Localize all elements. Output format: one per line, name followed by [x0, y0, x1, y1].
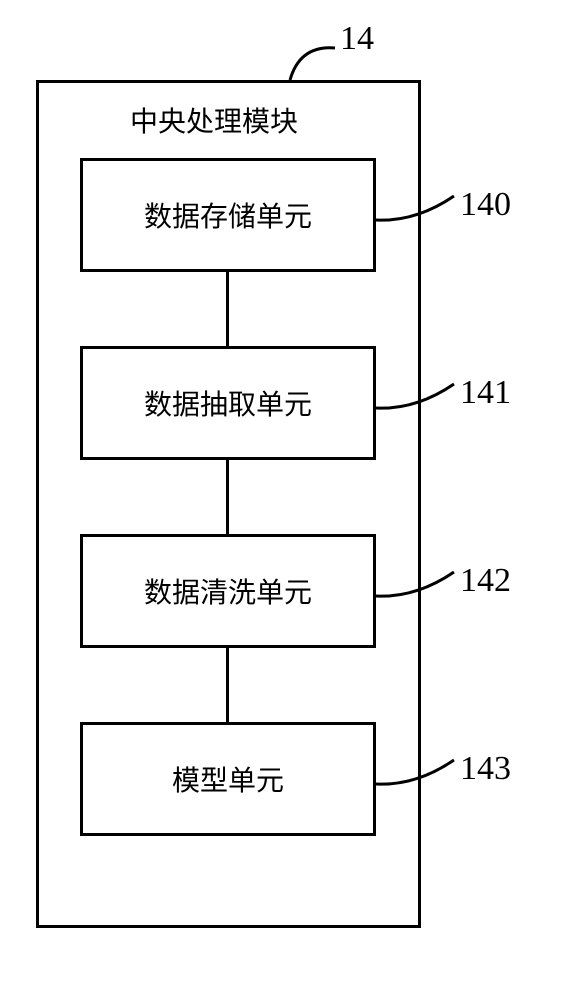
callout-lead-14 — [280, 40, 340, 82]
box-label: 模型单元 — [172, 759, 284, 799]
callout-143: 143 — [460, 750, 511, 788]
box-data-storage: 数据存储单元 — [80, 158, 376, 272]
box-label: 数据抽取单元 — [144, 383, 312, 423]
box-label: 数据清洗单元 — [144, 571, 312, 611]
callout-lead-140 — [376, 190, 458, 226]
callout-14: 14 — [340, 20, 374, 58]
callout-lead-143 — [376, 754, 458, 790]
module-title: 中央处理模块 — [130, 100, 298, 140]
callout-lead-142 — [376, 566, 458, 602]
callout-140: 140 — [460, 186, 511, 224]
callout-141: 141 — [460, 374, 511, 412]
box-label: 数据存储单元 — [144, 195, 312, 235]
callout-142: 142 — [460, 562, 511, 600]
box-model: 模型单元 — [80, 722, 376, 836]
box-data-clean: 数据清洗单元 — [80, 534, 376, 648]
connector-0-1 — [226, 272, 229, 346]
connector-1-2 — [226, 460, 229, 534]
connector-2-3 — [226, 648, 229, 722]
box-data-extract: 数据抽取单元 — [80, 346, 376, 460]
callout-lead-141 — [376, 378, 458, 414]
